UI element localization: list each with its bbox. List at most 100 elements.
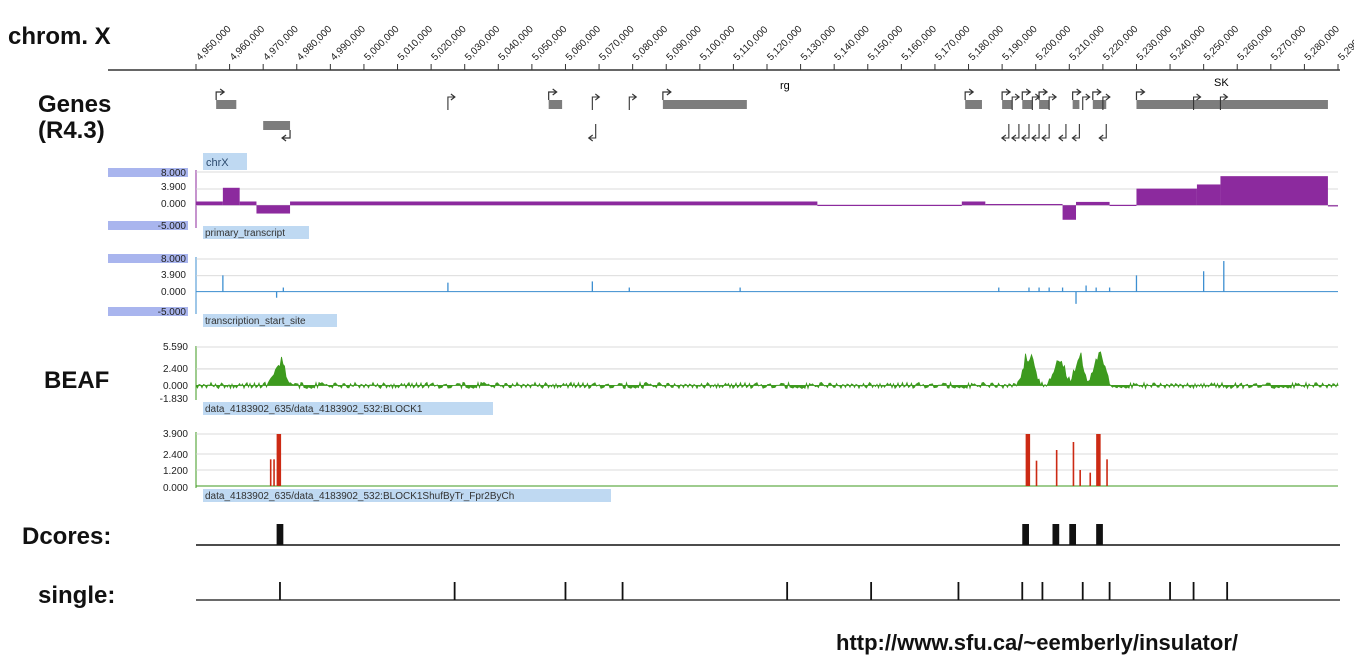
tss-arrow-icon (1011, 93, 1021, 110)
axis-tick-label: 5,210,000 (1068, 24, 1108, 64)
shuf-tick-2: 2.400 (163, 450, 188, 461)
gene-forward (1002, 100, 1013, 109)
primary-tick-2: 3.900 (161, 182, 186, 193)
gene-forward (1092, 100, 1107, 109)
axis-tick-label: 5,000,000 (362, 24, 402, 64)
tss-arrow-icon (1092, 88, 1102, 100)
shuf-bar (1072, 442, 1075, 486)
shuf-track-label: data_4183902_635/data_4183902_532:BLOCK1… (205, 491, 514, 502)
primary-transcript-bar (1076, 201, 1110, 206)
tss-arrow-reverse-icon (1098, 124, 1107, 142)
shuf-bar (1106, 459, 1108, 486)
axis-tick-label: 5,250,000 (1202, 24, 1242, 64)
axis-tick-label: 5,170,000 (933, 24, 973, 64)
primary-transcript-track: chrX 8.000 3.900 0.000 -5.000 primary_tr… (108, 153, 1338, 239)
primary-transcript-bar (985, 203, 1063, 206)
axis-tick-label: 4,980,000 (295, 24, 335, 64)
axis-tick-label: 5,200,000 (1034, 24, 1074, 64)
shuf-tick-3: 1.200 (163, 466, 188, 477)
primary-tick-top: 8.000 (161, 168, 186, 179)
tss-arrow-reverse-icon (281, 130, 291, 142)
gene-forward (1072, 100, 1080, 109)
tss-grid (196, 258, 1338, 293)
gene-forward (662, 100, 747, 109)
shuf-bar (278, 434, 282, 486)
shuf-bar (273, 459, 275, 486)
genes-release-label: (R4.3) (38, 117, 105, 144)
dcore-mark (1096, 524, 1103, 545)
axis-tick-label: 5,160,000 (900, 24, 940, 64)
beaf-label-box (203, 402, 493, 415)
shuf-bars (196, 434, 1338, 487)
shuf-bar (1027, 434, 1031, 486)
dcore-mark (1052, 524, 1060, 545)
dcores-marks (276, 524, 1103, 545)
gene-name-sk: SK (1214, 77, 1229, 89)
axis-tick-label: 5,100,000 (698, 24, 738, 64)
tss-arrow-icon (628, 93, 638, 110)
shuf-bar (276, 434, 280, 486)
axis-tick-label: 5,080,000 (631, 24, 671, 64)
beaf-grid (196, 346, 1338, 386)
tss-track-label: transcription_start_site (205, 316, 306, 327)
shuf-tick-bottom: 0.000 (163, 483, 188, 494)
single-marks (279, 582, 1229, 600)
shuf-bar (1089, 472, 1092, 486)
tss-scale-bar-bottom (108, 307, 188, 316)
tss-arrow-icon (662, 88, 672, 100)
shuf-bar (1035, 460, 1038, 486)
shuf-bar (269, 459, 272, 486)
primary-track-label: primary_transcript (205, 228, 285, 239)
tss-arrow-reverse-icon (1010, 124, 1020, 142)
shuf-bar (1096, 434, 1099, 486)
genes-track: rg SK (215, 77, 1328, 142)
axis-tick-label: 5,120,000 (765, 24, 805, 64)
shuf-bar (1097, 434, 1101, 486)
gene-reverse (263, 121, 291, 130)
tss-arrow-icon (1031, 93, 1041, 110)
primary-transcript-bars (196, 176, 1338, 220)
axis-tick-label: 5,190,000 (1000, 24, 1040, 64)
axis-tick-label: 5,030,000 (463, 24, 503, 64)
single-row (196, 582, 1340, 601)
tss-arrow-reverse-icon (1071, 124, 1080, 142)
tss-arrow-icon (1048, 93, 1058, 110)
tss-arrow-icon (591, 93, 601, 110)
genes-label: Genes (38, 91, 111, 118)
beaf-signal (195, 351, 1339, 390)
axis-tick-label: 5,060,000 (564, 24, 604, 64)
tss-tick-top: 8.000 (161, 254, 186, 265)
tss-track: 8.000 3.900 0.000 -5.000 transcription_s… (108, 254, 1338, 327)
coordinate-axis: 4,950,0004,960,0004,970,0004,980,0004,99… (108, 24, 1354, 71)
shuf-bar (1079, 470, 1081, 486)
primary-transcript-bar (1062, 205, 1077, 220)
primary-transcript-bar (222, 187, 240, 206)
tss-arrow-reverse-icon (1058, 124, 1067, 142)
tss-arrow-icon (1082, 93, 1091, 110)
beaf-track-label: data_4183902_635/data_4183902_532:BLOCK1 (205, 404, 423, 415)
axis-tick-label: 4,990,000 (329, 24, 369, 64)
tss-arrow-icon (215, 88, 226, 100)
axis-tick-label: 5,180,000 (967, 24, 1007, 64)
tss-tick-3: 0.000 (161, 287, 186, 298)
axis-tick-label: 5,150,000 (866, 24, 906, 64)
track-caption-box (203, 153, 247, 170)
shuf-label-box (203, 489, 611, 502)
primary-transcript-bar (1109, 204, 1137, 207)
beaf-tick-2: 2.400 (163, 364, 188, 375)
tss-arrow-icon (1072, 88, 1082, 100)
tss-arrow-icon (1021, 88, 1032, 100)
primary-tick-3: 0.000 (161, 199, 186, 210)
tss-arrow-icon (1193, 93, 1202, 110)
axis-tick-label: 5,220,000 (1101, 24, 1141, 64)
tss-arrow-reverse-icon (1000, 124, 1010, 142)
shuf-grid (196, 433, 1338, 471)
axis-tick-label: 5,090,000 (665, 24, 705, 64)
tss-scale-bar-top (108, 254, 188, 263)
gene-forward (965, 100, 982, 109)
primary-tick-bottom: -5.000 (158, 221, 187, 232)
source-url: http://www.sfu.ca/~eemberly/insulator/ (836, 630, 1238, 655)
axis-tick-label: 5,130,000 (799, 24, 839, 64)
tss-tick-2: 3.900 (161, 270, 186, 281)
